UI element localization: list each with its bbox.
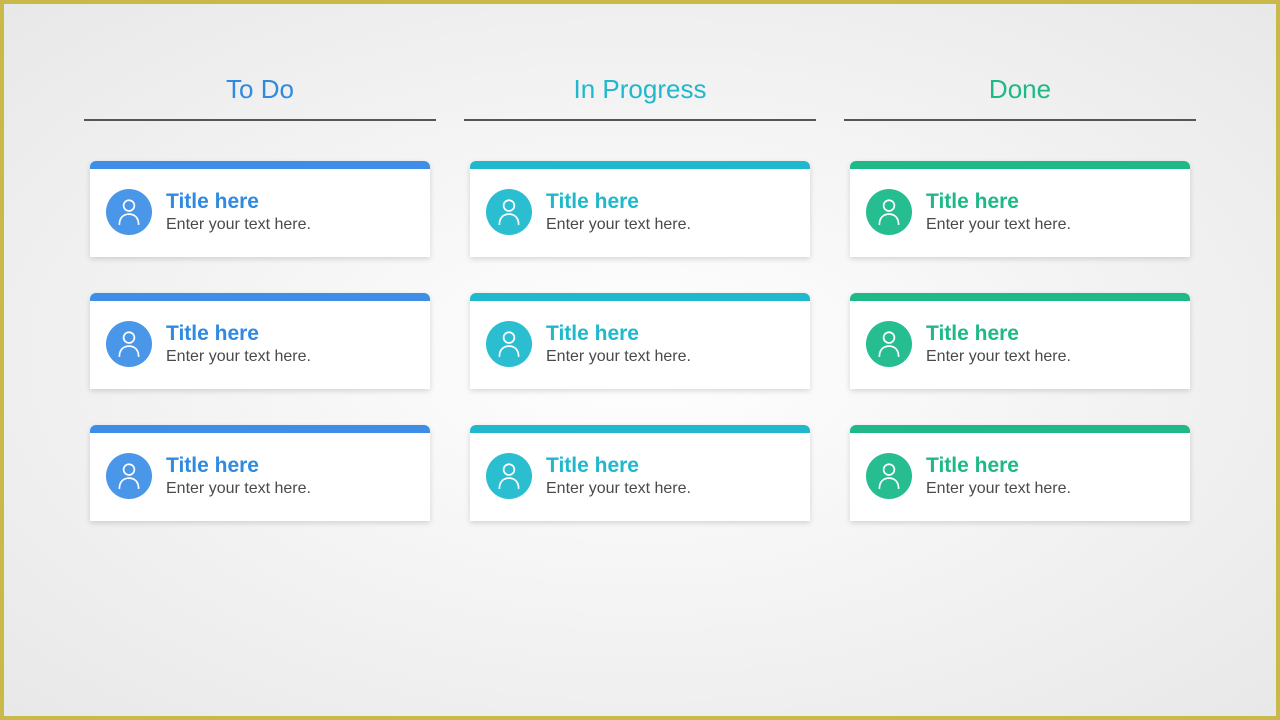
card-subtitle: Enter your text here. [546, 348, 691, 366]
card-inprogress-2[interactable]: Title here Enter your text here. [470, 425, 810, 521]
card-done-1[interactable]: Title here Enter your text here. [850, 293, 1190, 389]
card-title: Title here [166, 322, 311, 345]
card-todo-1[interactable]: Title here Enter your text here. [90, 293, 430, 389]
card-title: Title here [546, 322, 691, 345]
card-todo-2[interactable]: Title here Enter your text here. [90, 425, 430, 521]
card-title: Title here [546, 454, 691, 477]
column-inprogress: In Progress Title here Enter your text h… [464, 74, 816, 676]
card-done-2[interactable]: Title here Enter your text here. [850, 425, 1190, 521]
column-header-done: Done [844, 74, 1196, 121]
column-todo: To Do Title here Enter your text here. T… [84, 74, 436, 676]
card-text: Title here Enter your text here. [166, 322, 311, 365]
card-subtitle: Enter your text here. [166, 348, 311, 366]
person-icon [486, 189, 532, 235]
card-text: Title here Enter your text here. [166, 190, 311, 233]
card-text: Title here Enter your text here. [166, 454, 311, 497]
card-subtitle: Enter your text here. [166, 216, 311, 234]
column-header-todo: To Do [84, 74, 436, 121]
card-text: Title here Enter your text here. [926, 454, 1071, 497]
person-icon [866, 453, 912, 499]
person-icon [866, 189, 912, 235]
card-title: Title here [546, 190, 691, 213]
card-todo-0[interactable]: Title here Enter your text here. [90, 161, 430, 257]
column-header-inprogress: In Progress [464, 74, 816, 121]
card-subtitle: Enter your text here. [546, 216, 691, 234]
card-subtitle: Enter your text here. [926, 480, 1071, 498]
cards-inprogress: Title here Enter your text here. Title h… [464, 161, 816, 521]
card-inprogress-1[interactable]: Title here Enter your text here. [470, 293, 810, 389]
card-subtitle: Enter your text here. [546, 480, 691, 498]
cards-todo: Title here Enter your text here. Title h… [84, 161, 436, 521]
card-subtitle: Enter your text here. [926, 216, 1071, 234]
person-icon [106, 321, 152, 367]
card-title: Title here [926, 322, 1071, 345]
card-inprogress-0[interactable]: Title here Enter your text here. [470, 161, 810, 257]
card-text: Title here Enter your text here. [926, 190, 1071, 233]
card-text: Title here Enter your text here. [546, 322, 691, 365]
card-text: Title here Enter your text here. [546, 454, 691, 497]
cards-done: Title here Enter your text here. Title h… [844, 161, 1196, 521]
person-icon [486, 321, 532, 367]
card-text: Title here Enter your text here. [546, 190, 691, 233]
card-subtitle: Enter your text here. [926, 348, 1071, 366]
card-title: Title here [926, 190, 1071, 213]
card-text: Title here Enter your text here. [926, 322, 1071, 365]
card-done-0[interactable]: Title here Enter your text here. [850, 161, 1190, 257]
kanban-board-frame: To Do Title here Enter your text here. T… [0, 0, 1280, 720]
card-title: Title here [926, 454, 1071, 477]
person-icon [866, 321, 912, 367]
person-icon [106, 189, 152, 235]
card-title: Title here [166, 454, 311, 477]
person-icon [106, 453, 152, 499]
column-done: Done Title here Enter your text here. Ti… [844, 74, 1196, 676]
person-icon [486, 453, 532, 499]
card-title: Title here [166, 190, 311, 213]
card-subtitle: Enter your text here. [166, 480, 311, 498]
